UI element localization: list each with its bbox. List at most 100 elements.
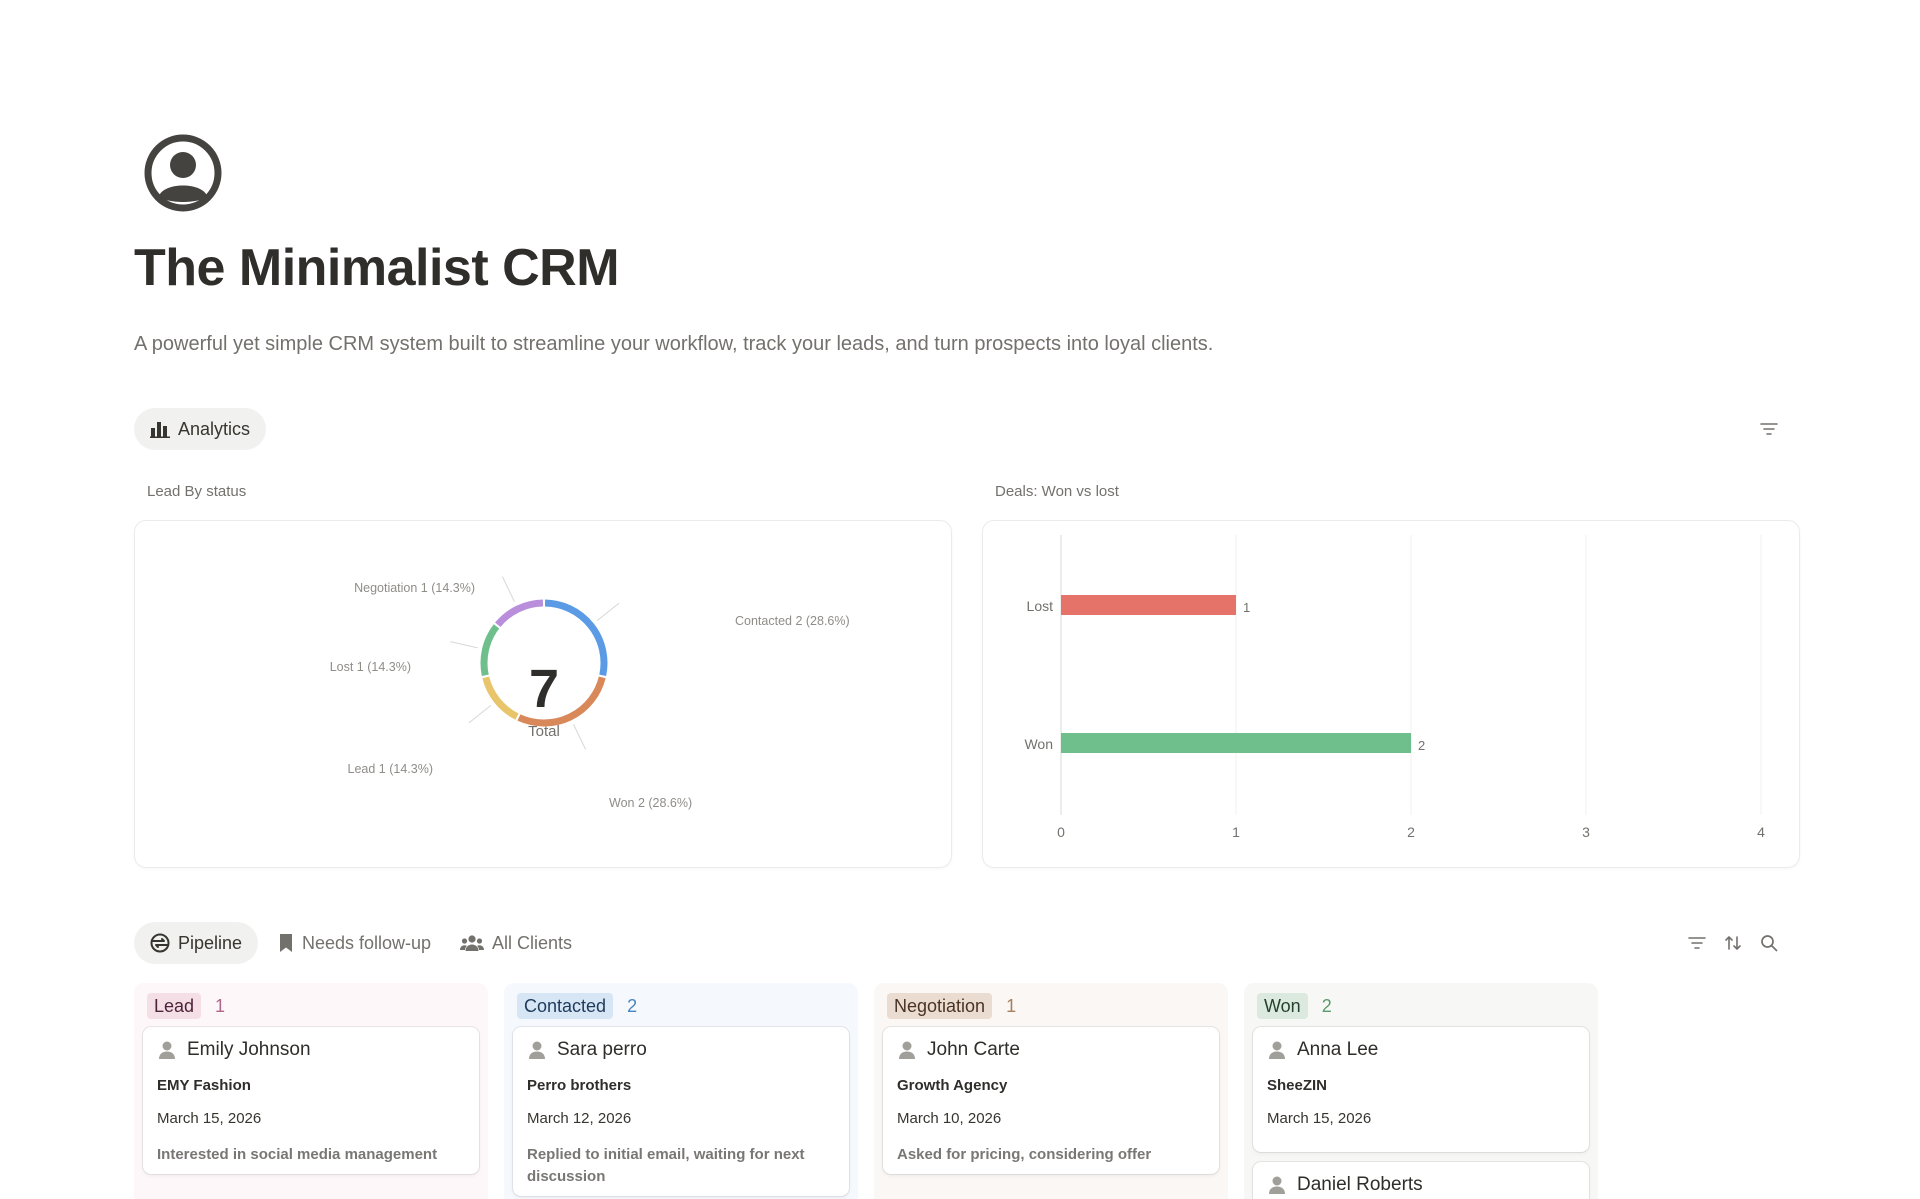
client-name: Emily Johnson bbox=[187, 1039, 311, 1060]
x-tick: 0 bbox=[1057, 824, 1065, 840]
status-badge[interactable]: Negotiation bbox=[887, 993, 993, 1019]
board-column-contacted: Contacted 2 Sara perro Perro brothers Ma… bbox=[504, 983, 858, 1199]
status-badge[interactable]: Lead bbox=[147, 993, 202, 1019]
slice-label-contacted: Contacted 2 (28.6%) bbox=[735, 614, 850, 628]
client-date: March 15, 2026 bbox=[1267, 1110, 1372, 1127]
column-header: Lead 1 bbox=[143, 991, 479, 1021]
donut-total-value: 7 bbox=[529, 659, 559, 719]
bar-won[interactable] bbox=[1061, 733, 1411, 753]
tab-pipeline-label: Pipeline bbox=[178, 932, 243, 953]
board-column-lead: Lead 1 Emily Johnson EMY Fashion March 1… bbox=[134, 983, 488, 1199]
tab-all-clients[interactable]: All Clients bbox=[454, 922, 578, 964]
leader-line-lost bbox=[450, 641, 478, 649]
donut-slice-won[interactable] bbox=[517, 676, 606, 727]
slice-label-lead: Lead 1 (14.3%) bbox=[348, 762, 433, 776]
column-header: Negotiation 1 bbox=[883, 991, 1219, 1021]
bar-lost[interactable] bbox=[1061, 595, 1236, 615]
bar-category-lost: Lost bbox=[1027, 598, 1054, 614]
x-tick: 4 bbox=[1757, 824, 1765, 840]
person-icon bbox=[159, 1041, 175, 1059]
column-header: Won 2 bbox=[1253, 991, 1589, 1021]
leader-line-contacted bbox=[596, 602, 620, 621]
user-circle-icon[interactable] bbox=[144, 134, 222, 212]
bookmark-icon bbox=[280, 934, 292, 952]
client-note: Asked for pricing, considering offer bbox=[897, 1146, 1152, 1163]
users-icon bbox=[460, 935, 484, 951]
deals-chart-caption: Deals: Won vs lost bbox=[995, 483, 1119, 500]
board-column-negotiation: Negotiation 1 John Carte Growth Agency M… bbox=[874, 983, 1228, 1199]
client-name: John Carte bbox=[927, 1039, 1020, 1060]
client-date: March 12, 2026 bbox=[527, 1110, 632, 1127]
bar-category-won: Won bbox=[1024, 736, 1053, 752]
page-description: A powerful yet simple CRM system built t… bbox=[134, 333, 1214, 355]
search-icon[interactable] bbox=[1758, 932, 1780, 954]
client-card[interactable]: John Carte Growth Agency March 10, 2026 … bbox=[883, 1027, 1219, 1174]
view-tabs: Pipeline Needs follow-up All Clients bbox=[134, 922, 1786, 964]
slice-label-negotiation: Negotiation 1 (14.3%) bbox=[354, 581, 475, 595]
filter-icon[interactable] bbox=[1686, 932, 1708, 954]
person-icon bbox=[1269, 1176, 1285, 1194]
slice-label-won: Won 2 (28.6%) bbox=[609, 796, 692, 810]
x-tick: 2 bbox=[1407, 824, 1415, 840]
column-count: 1 bbox=[1006, 995, 1017, 1016]
leader-line-lead bbox=[468, 705, 492, 724]
sort-icon[interactable] bbox=[1722, 932, 1744, 954]
page: The Minimalist CRM A powerful yet simple… bbox=[134, 0, 1800, 1199]
status-badge[interactable]: Contacted bbox=[517, 993, 614, 1019]
page-title: The Minimalist CRM bbox=[134, 239, 620, 297]
lead-status-chart: 7 Total Contacted 2 (28.6%) Won 2 (28.6%… bbox=[134, 520, 952, 868]
client-date: March 10, 2026 bbox=[897, 1110, 1002, 1127]
client-name: Daniel Roberts bbox=[1297, 1174, 1423, 1195]
column-header: Contacted 2 bbox=[513, 991, 849, 1021]
column-count: 1 bbox=[215, 995, 226, 1016]
bar-chart-icon bbox=[150, 422, 170, 438]
x-tick: 1 bbox=[1232, 824, 1240, 840]
slice-label-lost: Lost 1 (14.3%) bbox=[330, 660, 411, 674]
tab-analytics-label: Analytics bbox=[178, 418, 251, 439]
client-company: Growth Agency bbox=[897, 1077, 1008, 1094]
card-title: Emily Johnson bbox=[157, 1039, 465, 1061]
client-name: Anna Lee bbox=[1297, 1039, 1379, 1060]
bar-value-label-lost: 1 bbox=[1243, 600, 1250, 615]
client-card[interactable]: Emily Johnson EMY Fashion March 15, 2026… bbox=[143, 1027, 479, 1174]
bar-value-label-won: 2 bbox=[1418, 738, 1425, 753]
lead-chart-caption: Lead By status bbox=[147, 483, 247, 500]
client-company: EMY Fashion bbox=[157, 1077, 251, 1094]
tab-needs-follow-up[interactable]: Needs follow-up bbox=[272, 922, 437, 964]
x-tick: 3 bbox=[1582, 824, 1590, 840]
client-company: Perro brothers bbox=[527, 1077, 632, 1094]
donut-slice-lost[interactable] bbox=[480, 624, 500, 677]
donut-total-label: Total bbox=[528, 723, 560, 740]
card-title: John Carte bbox=[897, 1039, 1205, 1061]
client-company: SheeZIN bbox=[1267, 1077, 1328, 1094]
donut-slice-negotiation[interactable] bbox=[495, 599, 544, 628]
column-count: 2 bbox=[627, 995, 638, 1016]
card-title: Anna Lee bbox=[1267, 1039, 1575, 1061]
client-note: Interested in social media management bbox=[157, 1146, 438, 1163]
deals-chart: Lost Won 1 2 0 1 2 3 4 bbox=[982, 520, 1800, 868]
client-card[interactable]: Daniel Roberts bbox=[1253, 1162, 1589, 1199]
donut-slice-contacted[interactable] bbox=[544, 599, 608, 677]
client-card[interactable]: Sara perro Perro brothers March 12, 2026… bbox=[513, 1027, 849, 1196]
tab-analytics[interactable]: Analytics bbox=[134, 408, 267, 450]
donut-slice-lead[interactable] bbox=[482, 676, 519, 720]
board-column-won: Won 2 Anna Lee SheeZIN March 15, 2026 Da… bbox=[1244, 983, 1598, 1199]
card-title: Sara perro bbox=[527, 1039, 835, 1061]
client-note: Replied to initial email, waiting for ne… bbox=[527, 1146, 805, 1185]
person-icon bbox=[899, 1041, 915, 1059]
column-count: 2 bbox=[1321, 995, 1332, 1016]
client-name: Sara perro bbox=[557, 1039, 647, 1060]
filter-icon[interactable] bbox=[1758, 418, 1780, 440]
pipeline-board: Lead 1 Emily Johnson EMY Fashion March 1… bbox=[134, 983, 1598, 1199]
pipeline-icon bbox=[150, 933, 170, 953]
leader-line-won bbox=[573, 724, 587, 750]
client-card[interactable]: Anna Lee SheeZIN March 15, 2026 bbox=[1253, 1027, 1589, 1152]
board-toolbar bbox=[1686, 932, 1780, 954]
card-title: Daniel Roberts bbox=[1267, 1174, 1575, 1196]
client-date: March 15, 2026 bbox=[157, 1110, 262, 1127]
tab-pipeline[interactable]: Pipeline bbox=[134, 922, 259, 964]
leader-line-negotiation bbox=[501, 576, 515, 602]
tab-needs-follow-up-label: Needs follow-up bbox=[302, 932, 432, 953]
tab-all-clients-label: All Clients bbox=[492, 932, 573, 953]
status-badge[interactable]: Won bbox=[1257, 993, 1308, 1019]
